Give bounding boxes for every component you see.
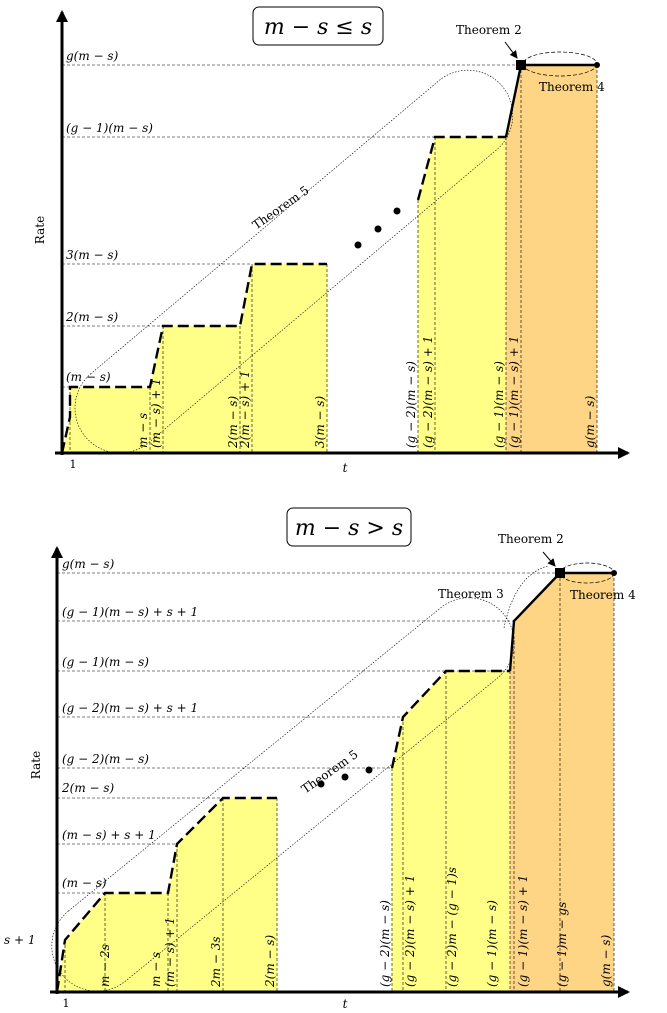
x-tick-label: (m − s) + 1 bbox=[163, 917, 177, 987]
top-theorem4-label: Theorem 4 bbox=[539, 80, 605, 94]
top-fill-yellow bbox=[62, 137, 506, 453]
x-tick-label: (m − s) + 1 bbox=[149, 378, 163, 448]
top-y-axis-label: Rate bbox=[33, 216, 47, 244]
bottom-condition: m − s > s bbox=[295, 516, 403, 541]
bottom-theorem3-arc bbox=[503, 565, 549, 629]
bottom-end-dot bbox=[611, 570, 617, 576]
bottom-fill-yellow bbox=[57, 671, 510, 992]
top-condition: m − s ≤ s bbox=[264, 15, 372, 40]
bottom-ellipsis-dot bbox=[365, 766, 373, 774]
bottom-ellipsis-dot bbox=[341, 773, 349, 781]
bottom-x-gridlines bbox=[64, 573, 615, 992]
x-tick-label: 3(m − s) bbox=[313, 395, 327, 448]
bottom-rate-curve-solid bbox=[508, 571, 614, 672]
bottom-x-tick-labels: m − 2s m − s (m − s) + 1 2m − 3s 2(m − s… bbox=[98, 867, 613, 988]
x-tick-label: (g − 1)(m − s) bbox=[485, 900, 499, 987]
x-tick-label: (g − 2)(m − s) + 1 bbox=[403, 875, 417, 987]
bottom-ellipsis-dot bbox=[317, 780, 325, 788]
top-ellipsis-dot bbox=[354, 241, 362, 249]
y-tick-label: 2(m − s) bbox=[61, 781, 115, 795]
bottom-theorem5-label: Theorem 5 bbox=[299, 747, 361, 796]
x-tick-label: (g − 2)m − (g − 1)s bbox=[445, 867, 459, 987]
bottom-y-axis-label: Rate bbox=[29, 751, 43, 779]
bottom-theorem5-band bbox=[51, 597, 515, 992]
top-theorem2-point bbox=[516, 60, 526, 70]
top-rate-curve bbox=[60, 135, 506, 454]
top-panel: m − s ≤ s Rate t 1 g(m − s) (g − 1)(m − … bbox=[33, 6, 630, 475]
x-tick-label: (g − 2)(m − s) + 1 bbox=[421, 336, 435, 448]
bottom-theorem2-point bbox=[555, 568, 565, 578]
top-condition-box bbox=[252, 6, 384, 46]
top-end-dot bbox=[594, 62, 600, 68]
x-tick-label: (g − 1)(m − s) + 1 bbox=[507, 336, 521, 448]
bottom-panel: m − s > s Rate t 1 g(m − s) (g − 1)(m − … bbox=[4, 507, 636, 1011]
x-tick-label: g(m − s) bbox=[599, 934, 613, 987]
x-tick-label: 2(m − s) bbox=[263, 934, 277, 988]
y-tick-label: (g − 1)(m − s) bbox=[66, 121, 153, 135]
x-tick-label: 2(m − s) bbox=[226, 395, 240, 449]
x-tick-label: m − s bbox=[136, 413, 150, 448]
top-y-gridlines bbox=[62, 64, 521, 388]
x-tick-label: (g − 1)(m − s) bbox=[492, 361, 506, 448]
x-tick-label: m − 2s bbox=[98, 944, 112, 987]
y-tick-label: s + 1 bbox=[4, 933, 35, 947]
x-tick-label: g(m − s) bbox=[583, 395, 597, 448]
y-tick-label: (m − s) bbox=[62, 876, 107, 890]
top-theorem2-arrow bbox=[504, 41, 518, 59]
bottom-theorem2-arrow bbox=[542, 551, 556, 567]
top-x-tick-labels: m − s (m − s) + 1 2(m − s) 2(m − s) + 1 … bbox=[136, 336, 597, 449]
top-ellipsis-dot bbox=[393, 207, 401, 215]
top-theorem2-label: Theorem 2 bbox=[456, 23, 522, 37]
bottom-x-axis-label: t bbox=[343, 997, 348, 1011]
top-ellipsis-dot bbox=[374, 225, 382, 233]
y-tick-label: (m − s) + s + 1 bbox=[62, 828, 156, 842]
top-y-tick-labels: g(m − s) (g − 1)(m − s) 3(m − s) 2(m − s… bbox=[65, 49, 153, 384]
y-tick-label: g(m − s) bbox=[62, 557, 115, 571]
x-tick-label: 2(m − s) + 1 bbox=[238, 370, 252, 449]
x-tick-label: (g − 1)m − gs bbox=[555, 902, 569, 987]
x-tick-label: (g − 1)(m − s) + 1 bbox=[516, 875, 530, 987]
bottom-condition-box bbox=[286, 507, 412, 547]
top-theorem5-label: Theorem 5 bbox=[250, 183, 312, 232]
x-tick-label: m − s bbox=[149, 952, 163, 987]
bottom-y-gridlines bbox=[57, 572, 560, 894]
bottom-y-tick-labels: g(m − s) (g − 1)(m − s) + s + 1 (g − 1)(… bbox=[4, 557, 198, 947]
top-x-axis-label: t bbox=[343, 461, 348, 475]
y-tick-label: (g − 1)(m − s) + s + 1 bbox=[62, 605, 198, 619]
y-tick-label: (g − 2)(m − s) bbox=[62, 752, 149, 766]
bottom-theorem3-label: Theorem 3 bbox=[438, 587, 504, 601]
y-tick-label: 2(m − s) bbox=[65, 310, 119, 324]
x-tick-label: 2m − 3s bbox=[209, 937, 223, 989]
top-x-origin-label: 1 bbox=[70, 458, 77, 471]
x-tick-label: (g − 2)(m − s) bbox=[404, 361, 418, 448]
bottom-theorem2-label: Theorem 2 bbox=[498, 532, 564, 546]
y-tick-label: g(m − s) bbox=[66, 49, 119, 63]
bottom-fill-orange bbox=[510, 573, 614, 992]
bottom-theorem4-label: Theorem 4 bbox=[570, 588, 636, 602]
y-tick-label: (m − s) bbox=[66, 370, 111, 384]
y-tick-label: 3(m − s) bbox=[66, 248, 119, 262]
y-tick-label: (g − 1)(m − s) bbox=[62, 655, 149, 669]
top-fill-orange bbox=[506, 65, 597, 453]
bottom-rate-curve bbox=[55, 669, 510, 993]
bottom-x-origin-label: 1 bbox=[63, 997, 70, 1010]
y-tick-label: (g − 2)(m − s) + s + 1 bbox=[62, 701, 198, 715]
x-tick-label: (g − 2)(m − s) bbox=[378, 900, 392, 987]
